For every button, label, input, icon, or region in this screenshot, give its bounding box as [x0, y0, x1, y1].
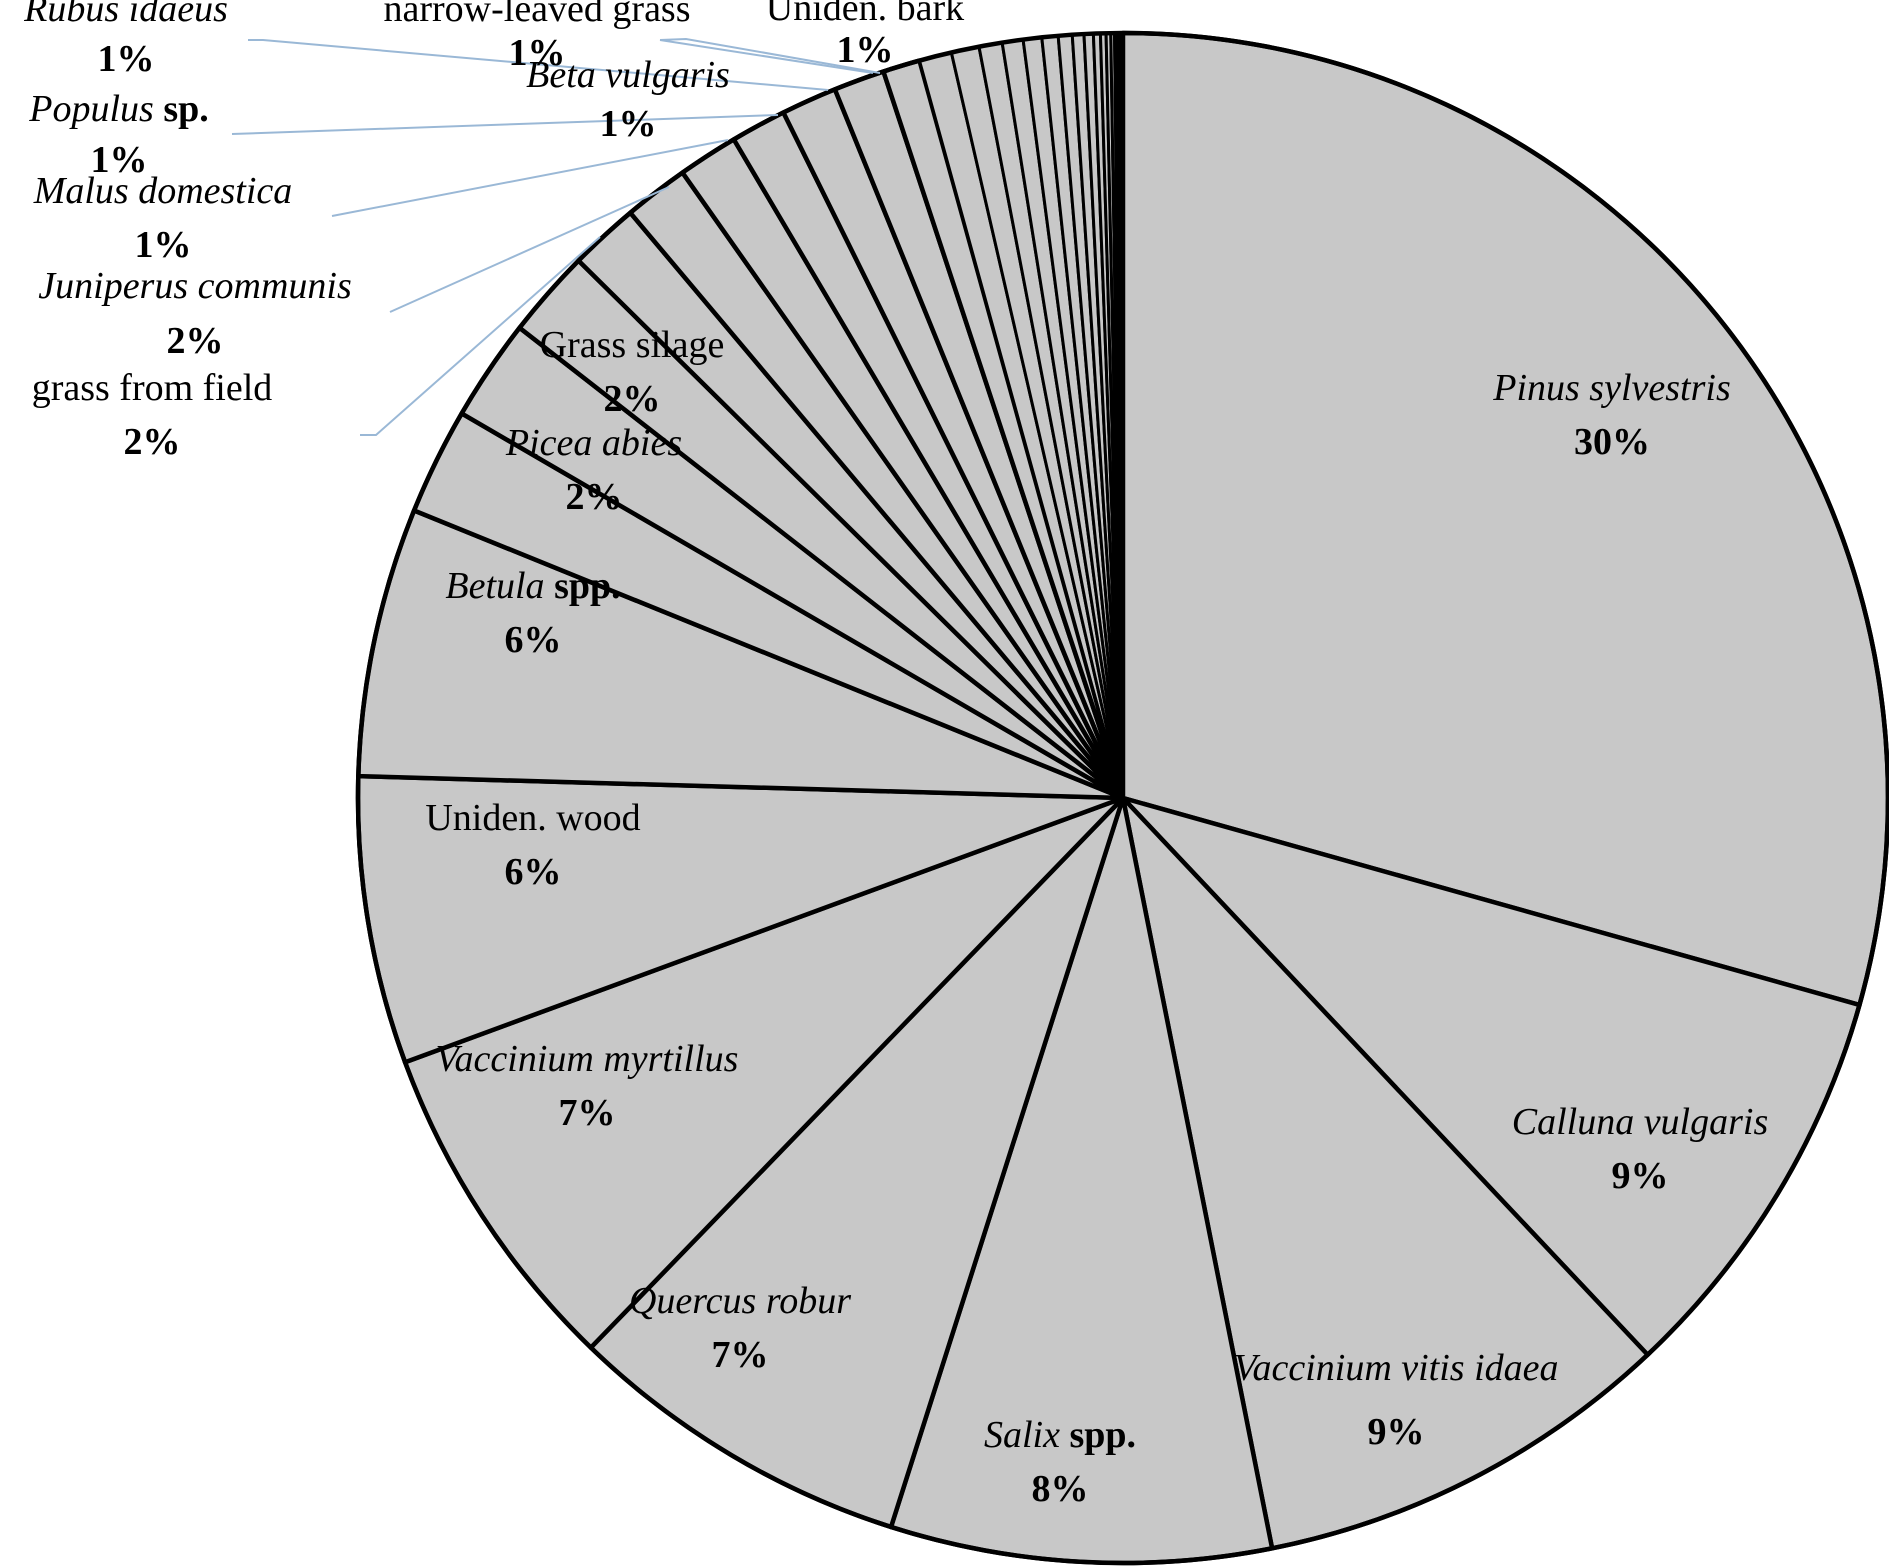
slice-percent-label: 6% [505, 851, 562, 893]
slice-label: Populus sp. [28, 88, 208, 130]
slice-percent-label: 30% [1574, 421, 1650, 463]
pie-outline [355, 30, 1889, 1566]
slice-percent-label: 2% [167, 320, 224, 362]
slice-percent-label: 7% [559, 1092, 616, 1134]
slice-label: narrow-leaved grass [383, 0, 690, 30]
slice-label: Picea abies [505, 422, 682, 464]
slice-percent-label: 9% [1612, 1155, 1669, 1197]
slice-percent-label: 2% [604, 378, 661, 420]
slice-percent-label: 7% [712, 1334, 769, 1376]
slice-label: Rubus idaeus [23, 0, 228, 30]
slice-label: Calluna vulgaris [1512, 1101, 1769, 1143]
slice-label: Malus domestica [33, 170, 293, 212]
slice-label: grass from field [32, 367, 273, 409]
slice-label: Grass silage [540, 324, 725, 366]
slice-percent-label: 6% [505, 619, 562, 661]
slice-percent-label: 1% [600, 103, 657, 145]
leader-line [331, 139, 729, 217]
slice-label: Vaccinium myrtillus [436, 1038, 739, 1080]
slice-label: Salix spp. [984, 1414, 1136, 1456]
slice-label: Uniden. wood [425, 797, 640, 839]
slice-percent-label: 2% [124, 421, 181, 463]
leader-line [389, 186, 670, 313]
slice-labels: Pinus sylvestris 30% Calluna vulgaris 9% Vac… [23, 0, 1768, 1510]
slice-label: Vaccinium vitis idaea [1233, 1347, 1558, 1389]
slice-label: Beta vulgaris [526, 54, 730, 96]
slice-percent-label: 8% [1032, 1468, 1089, 1510]
pie-slice [1120, 31, 1125, 800]
leader-line [659, 39, 874, 74]
slice-percent-label: 1% [135, 224, 192, 266]
slice-label: Uniden. bark [766, 0, 964, 29]
slice-percent-label: 2% [566, 476, 623, 518]
slice-percent-label: 1% [98, 38, 155, 80]
slice-label: Quercus robur [629, 1280, 851, 1322]
leader-line [248, 39, 829, 91]
leader-lines [231, 37, 881, 436]
slice-percent-label: 1% [91, 139, 148, 181]
leader-line [360, 236, 601, 436]
leader-line [231, 114, 779, 135]
slice-percent-label: 1% [837, 29, 894, 71]
leader-line [659, 37, 881, 74]
slice-percent-label: 9% [1368, 1411, 1425, 1453]
slice-label: Betula spp. [445, 565, 620, 607]
slice-percent-label: 1% [509, 32, 566, 74]
slice-label: Juniperus communis [38, 265, 351, 307]
pie-slices [355, 30, 1889, 1566]
slice-label: Pinus sylvestris [1492, 367, 1730, 409]
